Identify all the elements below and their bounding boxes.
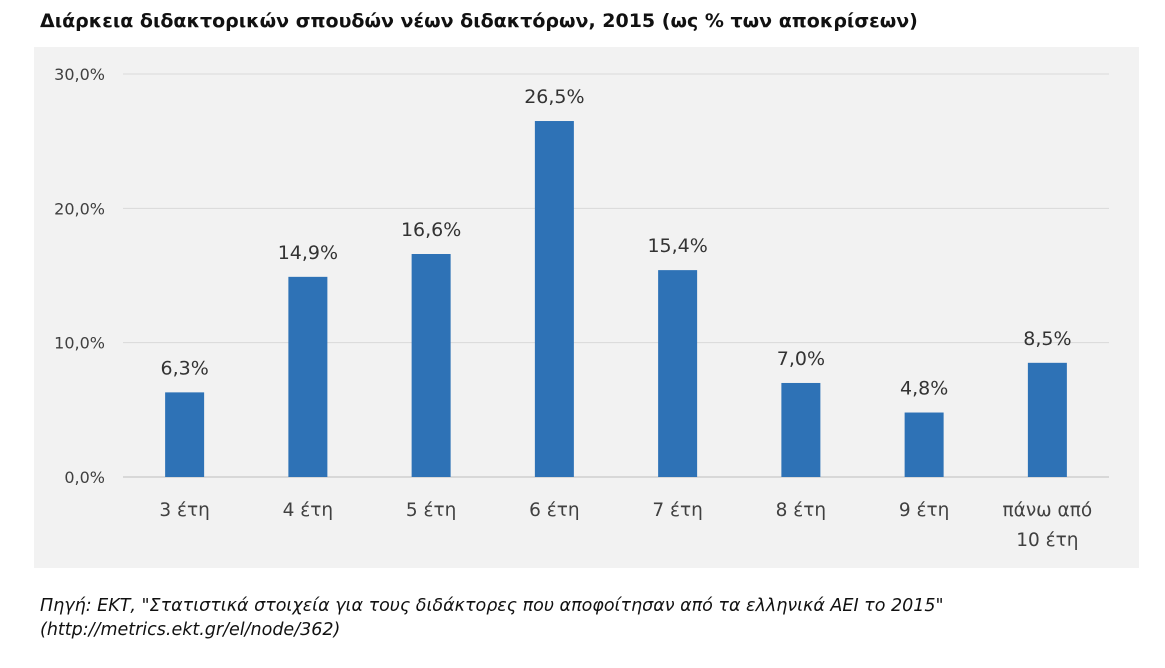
source-line-1: Πηγή: ΕΚΤ, "Στατιστικά στοιχεία για τους… [40, 596, 944, 616]
x-tick-label: 6 έτη [529, 500, 580, 521]
bar-chart: 0,0% 10,0% 20,0% 30,0% 6,3% 3 έτη 14,9% 4 έτη 16… [54, 65, 1109, 551]
bar [534, 121, 574, 478]
x-tick-label: 9 έτη [899, 500, 950, 521]
x-tick-label: πάνω από [1003, 500, 1093, 521]
data-label: 6,3% [160, 357, 208, 379]
bar [411, 254, 451, 477]
x-tick-label: 7 έτη [652, 500, 703, 521]
y-tick-label: 10,0% [54, 334, 105, 353]
x-tick-label: 5 έτη [406, 500, 457, 521]
chart-title: Διάρκεια διδακτορικών σπουδών νέων διδακ… [40, 10, 918, 32]
y-tick-label: 0,0% [64, 468, 105, 487]
data-label: 4,8% [900, 378, 948, 400]
source-line-2: (http://metrics.ekt.gr/el/node/362) [40, 620, 341, 640]
x-tick-label: 3 έτη [159, 500, 210, 521]
x-tick-label: 8 έτη [776, 500, 827, 521]
bar [288, 276, 328, 477]
source-note: Πηγή: ΕΚΤ, "Στατιστικά στοιχεία για τους… [40, 594, 944, 642]
bar [658, 270, 698, 477]
x-tick-label: 4 έτη [283, 500, 334, 521]
y-tick-label: 30,0% [54, 65, 105, 84]
bar [904, 412, 944, 477]
bar [165, 392, 205, 477]
data-label: 26,5% [524, 86, 584, 108]
data-label: 14,9% [278, 242, 338, 264]
x-tick-label: 10 έτη [1016, 530, 1078, 551]
data-label: 16,6% [401, 219, 461, 241]
data-label: 15,4% [647, 235, 707, 257]
y-tick-label: 20,0% [54, 199, 105, 218]
data-label: 7,0% [777, 348, 825, 370]
chart-panel: 0,0% 10,0% 20,0% 30,0% 6,3% 3 έτη 14,9% 4 έτη 16… [34, 47, 1139, 568]
bar [1027, 362, 1067, 477]
data-label: 8,5% [1023, 328, 1071, 350]
bar [781, 382, 821, 477]
